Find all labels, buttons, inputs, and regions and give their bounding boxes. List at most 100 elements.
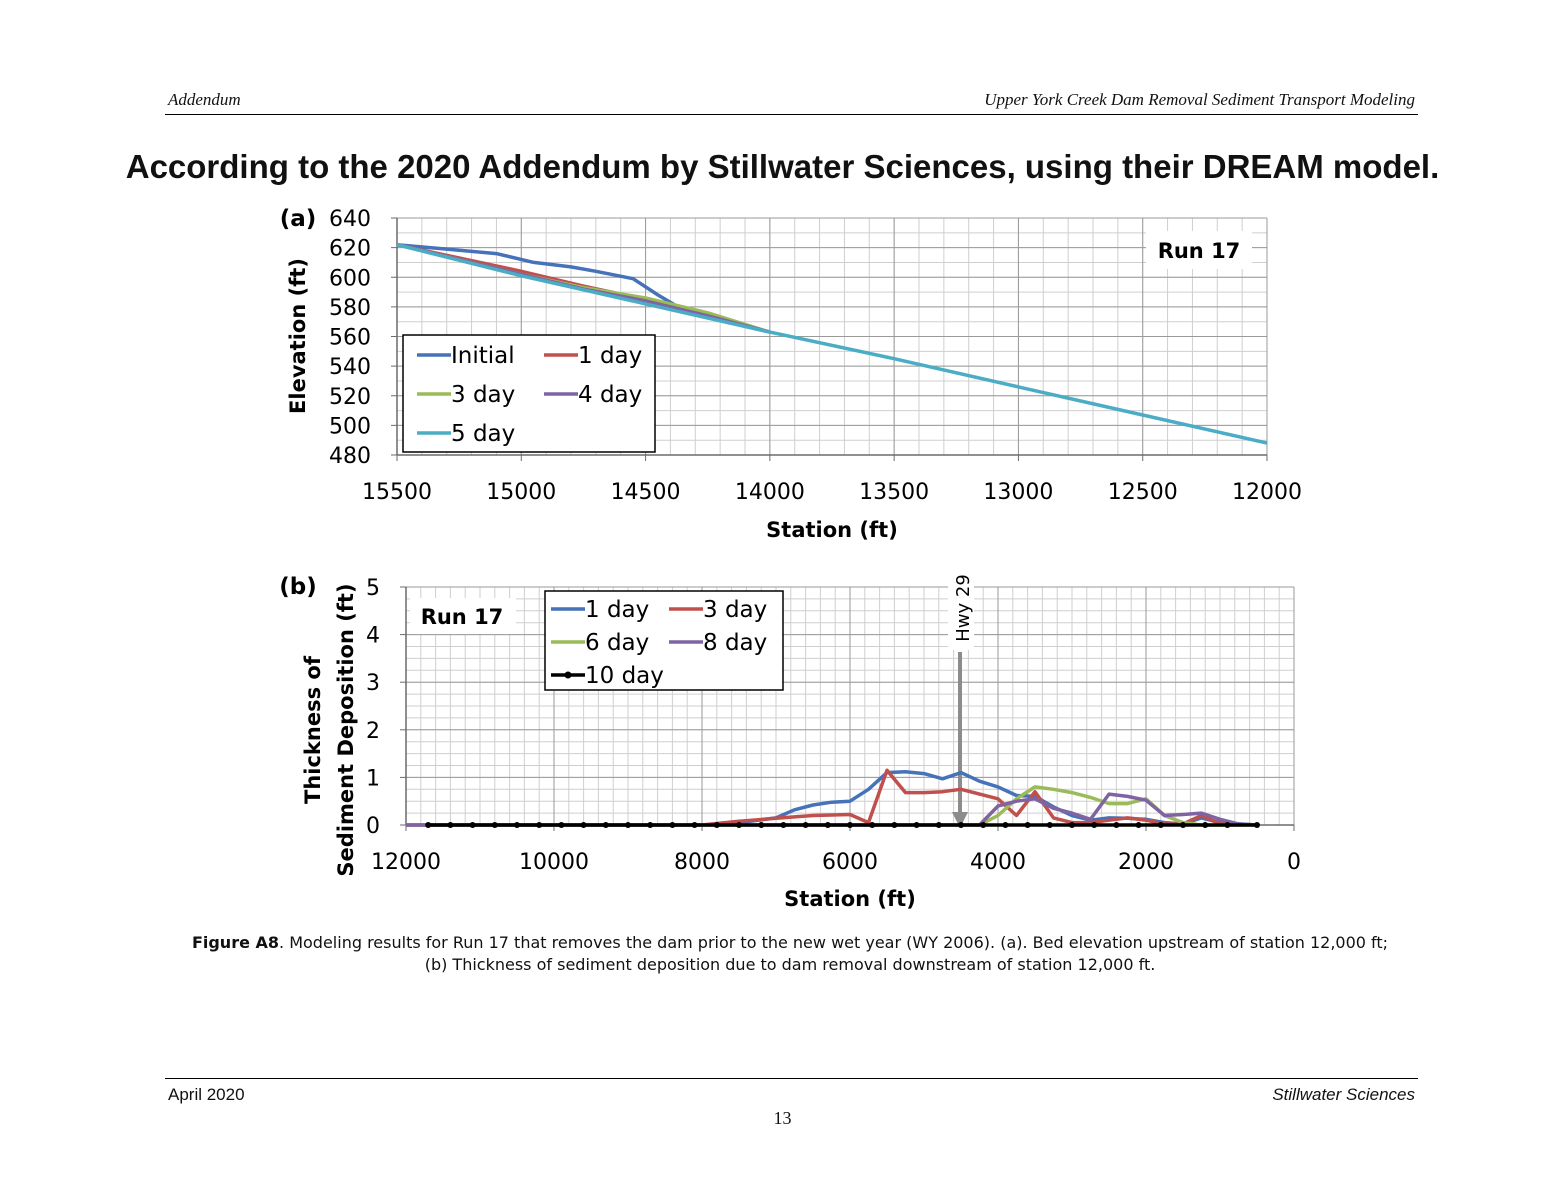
- chart-a-panel-label: (a): [280, 206, 317, 232]
- page-number: 13: [773, 1108, 792, 1128]
- chart-a-run-label-box: [1146, 231, 1252, 269]
- chart-b-marker-10-day: [847, 822, 853, 828]
- chart-b-panel-label: (b): [279, 574, 317, 600]
- chart-a-xtick-label: 15500: [362, 480, 432, 505]
- hwy29-label: Hwy 29: [953, 574, 974, 642]
- footer-rule: [165, 1078, 1418, 1079]
- chart-b-xtick-label: 4000: [970, 850, 1026, 875]
- chart-a-series-5-day: [396, 243, 1268, 445]
- chart-b-marker-10-day: [891, 822, 898, 828]
- chart-b-xtick-label: 0: [1287, 850, 1301, 875]
- chart-b-ytick-label: 5: [366, 576, 380, 601]
- chart-b-series: [406, 768, 1260, 828]
- chart-a-xtick-label: 13000: [983, 480, 1053, 505]
- chart-a: (a) 480 500 520 540 560 580 600 620 640 15500 150…: [280, 206, 1302, 542]
- chart-a-ytick-label: 480: [329, 444, 371, 469]
- chart-b-marker-10-day: [736, 822, 742, 828]
- chart-b-marker-10-day: [802, 822, 809, 828]
- chart-b-marker-10-day: [935, 822, 942, 828]
- chart-b-ytick-label: 1: [366, 766, 380, 791]
- chart-a-ytick-label: 500: [329, 414, 371, 439]
- chart-b-marker-10-day: [691, 822, 698, 828]
- header-right: Upper York Creek Dam Removal Sediment Tr…: [984, 90, 1415, 109]
- chart-b-ytick-label: 4: [366, 624, 380, 649]
- chart-b-marker-10-day: [425, 822, 432, 828]
- header-left: Addendum: [168, 90, 241, 109]
- chart-b-marker-10-day: [913, 822, 920, 828]
- chart-b: (b) 0 1 2 3 4 5 12000 10000 8000 6000 4000 2000 0 H…: [279, 562, 1301, 911]
- chart-b-legend-label-10-day: 10 day: [585, 663, 664, 689]
- figure-caption: Figure A8. Modeling results for Run 17 t…: [180, 932, 1400, 976]
- chart-a-legend-label-3-day: 3 day: [451, 382, 515, 408]
- chart-b-xtick-label: 12000: [371, 850, 441, 875]
- chart-a-legend: Initial 1 day 3 day 4 day 5 day: [402, 334, 656, 453]
- chart-b-marker-10-day: [491, 822, 498, 828]
- chart-b-marker-10-day: [1024, 822, 1031, 828]
- chart-b-marker-10-day: [447, 822, 454, 828]
- chart-a-ytick-label: 560: [329, 326, 371, 351]
- chart-a-legend-label-1-day: 1 day: [578, 343, 642, 369]
- chart-b-marker-10-day: [1046, 822, 1053, 828]
- chart-b-marker-10-day: [958, 822, 964, 828]
- chart-a-legend-label-5-day: 5 day: [451, 421, 515, 447]
- chart-a-xtick-label: 14500: [611, 480, 681, 505]
- chart-b-ylabel-line1: Thickness of: [301, 655, 325, 804]
- chart-b-xtick-label: 10000: [519, 850, 589, 875]
- chart-b-marker-10-day: [647, 822, 654, 828]
- chart-b-legend-label-6-day: 6 day: [585, 630, 649, 656]
- chart-b-marker-10-day: [758, 822, 765, 828]
- chart-b-marker-10-day: [625, 822, 631, 828]
- chart-b-ytick-label: 0: [366, 814, 380, 839]
- chart-b-xtick-label: 2000: [1118, 850, 1174, 875]
- chart-a-legend-label-4-day: 4 day: [578, 382, 642, 408]
- chart-b-marker-10-day: [602, 822, 609, 828]
- chart-b-marker-10-day: [1135, 822, 1142, 828]
- figure-caption-text: . Modeling results for Run 17 that remov…: [279, 933, 1389, 974]
- chart-b-marker-10-day: [1113, 822, 1120, 828]
- chart-a-ytick-label: 520: [329, 385, 371, 410]
- chart-b-series-6-day: [406, 785, 1257, 827]
- hwy29-arrow-head: [952, 812, 968, 828]
- chart-b-ytick-label: 2: [366, 719, 380, 744]
- chart-b-marker-10-day: [580, 822, 587, 828]
- figure-caption-label: Figure A8: [191, 933, 280, 952]
- chart-a-xtick-label: 12500: [1108, 480, 1178, 505]
- chart-a-ylabel: Elevation (ft): [286, 258, 310, 414]
- chart-a-ytick-label: 600: [329, 266, 371, 291]
- chart-b-xticks: 12000 10000 8000 6000 4000 2000 0: [371, 825, 1301, 875]
- chart-b-run-label: Run 17: [421, 605, 504, 629]
- chart-b-marker-10-day: [1224, 822, 1231, 828]
- chart-b-series-3-day: [406, 768, 1258, 827]
- chart-b-legend-label-8-day: 8 day: [703, 630, 767, 656]
- headline: According to the 2020 Addendum by Stillw…: [125, 148, 1440, 185]
- chart-b-marker-10-day: [980, 822, 987, 828]
- footer-publisher: Stillwater Sciences: [1272, 1085, 1415, 1104]
- hwy29-label-box: [948, 562, 974, 650]
- chart-a-ytick-label: 620: [329, 237, 371, 262]
- chart-b-marker-10-day: [514, 822, 520, 828]
- chart-a-xtick-label: 15000: [486, 480, 556, 505]
- chart-b-legend-marker-10-day: [564, 671, 572, 679]
- chart-a-ytick-label: 640: [329, 207, 371, 232]
- chart-a-xtick-label: 13500: [859, 480, 929, 505]
- chart-b-marker-10-day: [558, 822, 565, 828]
- chart-b-marker-10-day: [1157, 822, 1164, 828]
- chart-a-series: [396, 242, 1268, 445]
- chart-b-marker-10-day: [669, 822, 676, 828]
- chart-a-legend-label-initial: Initial: [451, 343, 515, 369]
- chart-b-marker-10-day: [1069, 822, 1075, 828]
- footer-date: April 2020: [168, 1085, 245, 1104]
- chart-a-run-label: Run 17: [1158, 239, 1241, 263]
- header-rule: [165, 114, 1418, 115]
- chart-a-ytick-label: 580: [329, 296, 371, 321]
- chart-b-yticks: 0 1 2 3 4 5: [366, 576, 406, 839]
- chart-a-xtick-label: 14000: [735, 480, 805, 505]
- chart-b-marker-10-day: [780, 822, 787, 828]
- charts-canvas: (a) 480 500 520 5 4 0 560 580 600 620 640 15500 150…: [279, 206, 1302, 911]
- chart-b-grid: [405, 586, 1295, 826]
- chart-b-marker-10-day: [824, 822, 831, 828]
- chart-b-marker-10-day: [1091, 822, 1098, 828]
- chart-b-legend-label-3-day: 3 day: [703, 597, 767, 623]
- chart-b-ylabel-line2: Sediment Deposition (ft): [334, 583, 358, 876]
- chart-b-marker-10-day: [1254, 822, 1260, 828]
